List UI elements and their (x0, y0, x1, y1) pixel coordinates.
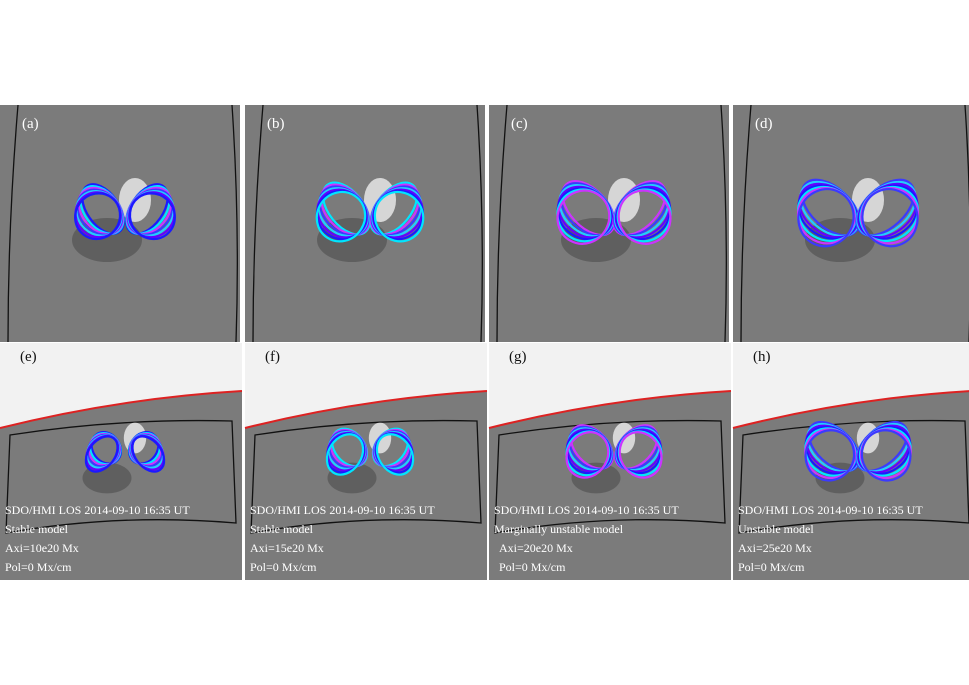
flux-rope-line (373, 190, 425, 243)
flux-rope-line (84, 435, 119, 473)
flux-rope-line (131, 435, 166, 473)
flux-rope-line (74, 192, 122, 241)
annotation-line: Stable model (250, 522, 314, 536)
frame-edge (740, 104, 752, 343)
annotation-line: SDO/HMI LOS 2014-09-10 16:35 UT (5, 503, 190, 517)
flux-rope-line (556, 189, 611, 245)
frame-edge (7, 104, 19, 343)
limb (732, 390, 969, 429)
annotation-line: Axi=15e20 Mx (250, 541, 324, 555)
flux-rope-line (375, 433, 415, 476)
frame (494, 419, 726, 534)
annotation-line: Marginally unstable model (494, 522, 624, 536)
annotation-line: SDO/HMI LOS 2014-09-10 16:35 UT (250, 503, 435, 517)
frame-edge (496, 104, 508, 343)
annotation-line: SDO/HMI LOS 2014-09-10 16:35 UT (494, 503, 679, 517)
limb (488, 390, 732, 429)
frame (5, 419, 237, 534)
flux-rope-line (617, 189, 672, 245)
bottom-panel: (g) SDO/HMI LOS 2014-09-10 16:35 UT Margin… (488, 343, 732, 580)
panel-label: (h) (753, 349, 771, 365)
panel-label: (e) (20, 349, 37, 365)
top-panel: (b) (245, 104, 485, 343)
frame (250, 419, 482, 534)
flux-rope-line (315, 190, 367, 243)
bottom-panel: (e) SDO/HMI LOS 2014-09-10 16:35 UT Stable… (0, 343, 243, 580)
flux-rope-line (797, 188, 855, 248)
panel-label: (d) (755, 116, 773, 132)
annotation-line: Axi=10e20 Mx (5, 541, 79, 555)
limb (244, 390, 488, 429)
top-panel: (a) (0, 104, 240, 343)
annotation-line: Pol=0 Mx/cm (5, 560, 72, 574)
bottom-panel: (f) SDO/HMI LOS 2014-09-10 16:35 UT Stable… (244, 343, 488, 580)
frame-edge (720, 104, 727, 343)
flux-rope-line (325, 433, 365, 476)
panel-label: (g) (509, 349, 527, 365)
top-panel: (c) (489, 104, 729, 343)
frame-edge (231, 104, 238, 343)
annotation-line: Stable model (5, 522, 69, 536)
bottom-panel: (h) SDO/HMI LOS 2014-09-10 16:35 UT Unstab… (732, 343, 969, 580)
frame-edge (252, 104, 264, 343)
annotation-line: SDO/HMI LOS 2014-09-10 16:35 UT (738, 503, 923, 517)
flux-rope-line (565, 431, 610, 479)
frame-edge (964, 104, 969, 342)
flux-rope-line (861, 188, 919, 248)
annotation-line: Unstable model (738, 522, 814, 536)
flux-rope-line (618, 431, 663, 479)
flux-rope-line (128, 192, 176, 241)
limb (0, 390, 243, 429)
frame-edge (476, 104, 483, 343)
top-panel: (d) (733, 104, 969, 343)
panels: (a) (b) (c) (d) (e) SDO/HMI LOS 2014-09-10 16… (0, 104, 969, 580)
annotation-line: Pol=0 Mx/cm (250, 560, 317, 574)
panel-label: (f) (265, 349, 280, 365)
panel-label: (c) (511, 116, 528, 132)
panel-label: (b) (267, 116, 285, 132)
flux-rope-line (804, 429, 856, 482)
annotation-line: Axi=25e20 Mx (738, 541, 812, 555)
annotation-line: Pol=0 Mx/cm (499, 560, 566, 574)
panel-label: (a) (22, 116, 39, 132)
annotation-line: Pol=0 Mx/cm (738, 560, 805, 574)
flux-rope-line (860, 429, 912, 482)
annotation-line: Axi=20e20 Mx (499, 541, 573, 555)
